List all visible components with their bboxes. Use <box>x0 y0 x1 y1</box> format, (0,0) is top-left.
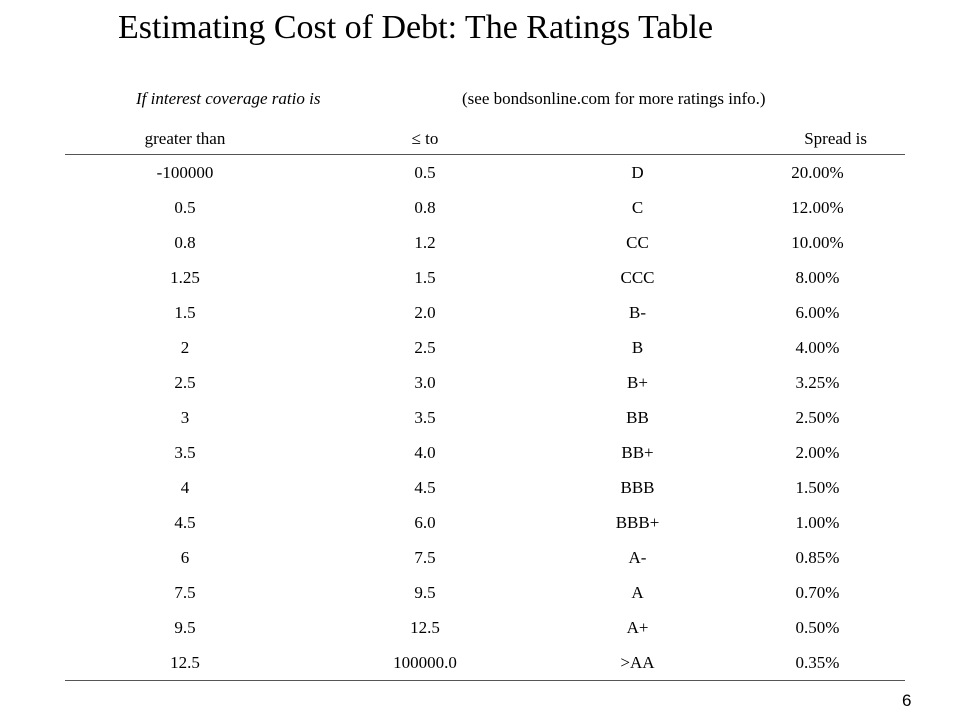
coverage-lower-bound: 2 <box>180 338 190 357</box>
table-row: 2.5 3.0 B+ 3.25% <box>65 365 905 400</box>
coverage-lower-bound: 9.5 <box>174 618 196 637</box>
table-row: 4 4.5 BBB 1.50% <box>65 470 905 505</box>
spread-cell: 4.00% <box>795 338 840 357</box>
spread-cell: 2.00% <box>795 443 840 462</box>
table-row: -100000 0.5 D 20.00% <box>65 155 905 191</box>
table-row: 9.5 12.5 A+ 0.50% <box>65 610 905 645</box>
rating-cell: BBB <box>620 478 655 497</box>
table-row: 6 7.5 A- 0.85% <box>65 540 905 575</box>
spread-cell: 0.70% <box>795 583 840 602</box>
spread-cell: 3.25% <box>795 373 840 392</box>
header-spread: Spread is <box>730 124 905 155</box>
ratings-table: greater than ≤ to Spread is -100000 0.5 D 2… <box>65 124 905 681</box>
rating-cell: BB+ <box>621 443 654 462</box>
spread-cell: 20.00% <box>791 163 844 182</box>
rating-cell: B+ <box>627 373 648 392</box>
table-row: 3 3.5 BB 2.50% <box>65 400 905 435</box>
coverage-upper-bound: 9.5 <box>414 583 436 602</box>
coverage-lower-bound: 6 <box>180 548 190 567</box>
coverage-upper-bound: 2.5 <box>414 338 436 357</box>
table-row: 12.5 100000.0 >AA 0.35% <box>65 645 905 681</box>
coverage-upper-bound: 4.0 <box>414 443 436 462</box>
spread-cell: 10.00% <box>791 233 844 252</box>
coverage-upper-bound: 6.0 <box>414 513 436 532</box>
header-row: greater than ≤ to Spread is <box>65 124 905 155</box>
coverage-upper-bound: 100000.0 <box>305 645 545 681</box>
spread-cell: 0.85% <box>795 548 840 567</box>
rating-cell: CC <box>626 233 649 252</box>
coverage-upper-bound: 0.5 <box>414 163 436 182</box>
rating-cell: B- <box>629 303 646 322</box>
rating-cell: BB <box>626 408 649 427</box>
spread-cell: 0.35% <box>730 645 905 681</box>
rating-cell: >AA <box>545 645 730 681</box>
spread-cell: 12.00% <box>791 198 844 217</box>
rating-cell: A- <box>628 548 647 567</box>
rating-cell: CCC <box>620 268 655 287</box>
rating-cell: A <box>631 583 644 602</box>
slide-title: Estimating Cost of Debt: The Ratings Tab… <box>118 9 714 46</box>
coverage-upper-bound: 1.2 <box>414 233 436 252</box>
rating-cell: C <box>631 198 644 217</box>
rating-cell: B <box>631 338 644 357</box>
rating-cell: A+ <box>626 618 649 637</box>
header-less-equal-to: ≤ to <box>305 124 545 155</box>
coverage-upper-bound: 3.0 <box>414 373 436 392</box>
coverage-upper-bound: 4.5 <box>414 478 436 497</box>
table-row: 4.5 6.0 BBB+ 1.00% <box>65 505 905 540</box>
coverage-lower-bound: 0.5 <box>174 198 196 217</box>
coverage-lower-bound: 0.8 <box>174 233 196 252</box>
table-row: 7.5 9.5 A 0.70% <box>65 575 905 610</box>
coverage-lower-bound: 4 <box>180 478 190 497</box>
coverage-upper-bound: 2.0 <box>414 303 436 322</box>
spread-cell: 8.00% <box>795 268 840 287</box>
rating-cell: D <box>631 163 644 182</box>
coverage-lower-bound: 3.5 <box>174 443 196 462</box>
rating-cell: BBB+ <box>615 513 660 532</box>
header-rating <box>545 124 730 155</box>
table-row: 2 2.5 B 4.00% <box>65 330 905 365</box>
ratings-table-body: -100000 0.5 D 20.00% 0.5 0.8 C 12.00% 0.8 1.2 CC 10… <box>65 155 905 681</box>
coverage-lower-bound: -100000 <box>156 163 214 182</box>
header-greater-than: greater than <box>65 124 305 155</box>
table-row: 0.5 0.8 C 12.00% <box>65 190 905 225</box>
spread-cell: 6.00% <box>795 303 840 322</box>
coverage-upper-bound: 3.5 <box>414 408 436 427</box>
table-row: 0.8 1.2 CC 10.00% <box>65 225 905 260</box>
spread-cell: 2.50% <box>795 408 840 427</box>
coverage-lower-bound: 1.25 <box>170 268 200 287</box>
ratings-info-subheader: (see bondsonline.com for more ratings in… <box>462 89 766 108</box>
spread-cell: 1.00% <box>795 513 840 532</box>
coverage-lower-bound: 3 <box>180 408 190 427</box>
table-row: 1.5 2.0 B- 6.00% <box>65 295 905 330</box>
coverage-lower-bound: 2.5 <box>174 373 196 392</box>
coverage-upper-bound: 1.5 <box>414 268 436 287</box>
coverage-ratio-subheader: If interest coverage ratio is <box>136 89 321 108</box>
coverage-upper-bound: 0.8 <box>414 198 436 217</box>
table-row: 1.25 1.5 CCC 8.00% <box>65 260 905 295</box>
coverage-lower-bound: 7.5 <box>174 583 196 602</box>
coverage-lower-bound: 4.5 <box>174 513 196 532</box>
coverage-lower-bound: 1.5 <box>174 303 196 322</box>
coverage-upper-bound: 12.5 <box>410 618 440 637</box>
coverage-upper-bound: 7.5 <box>414 548 436 567</box>
ratings-table-header: greater than ≤ to Spread is <box>65 124 905 155</box>
table-row: 3.5 4.0 BB+ 2.00% <box>65 435 905 470</box>
coverage-lower-bound: 12.5 <box>65 645 305 681</box>
page-number: 6 <box>902 691 912 710</box>
spread-cell: 0.50% <box>795 618 840 637</box>
spread-cell: 1.50% <box>795 478 840 497</box>
